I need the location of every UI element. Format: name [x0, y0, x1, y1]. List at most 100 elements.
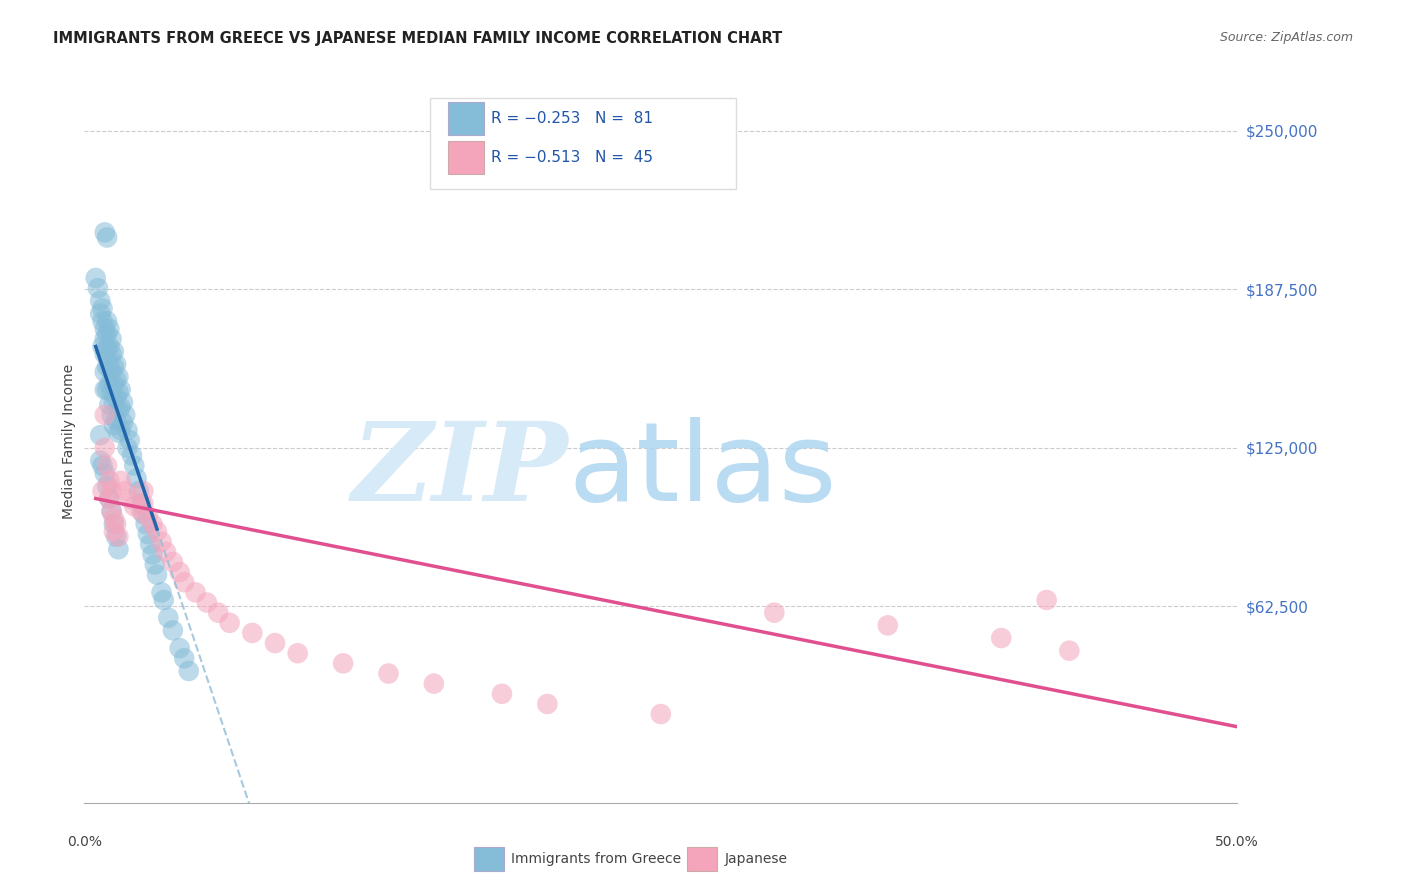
Point [118, 434, 141, 448]
Point [103, 516, 125, 531]
Point [118, 491, 141, 506]
Point [990, 631, 1012, 645]
Point [105, 372, 128, 386]
Point [105, 516, 128, 531]
Point [136, 527, 159, 541]
Text: Immigrants from Greece: Immigrants from Greece [510, 852, 681, 866]
Point [132, 483, 155, 498]
Point [110, 423, 132, 437]
Text: Source: ZipAtlas.com: Source: ZipAtlas.com [1219, 31, 1353, 45]
Point [1035, 593, 1057, 607]
Point [184, 585, 207, 599]
Point [107, 530, 129, 544]
Text: ZIP: ZIP [352, 417, 568, 524]
Point [94, 467, 117, 481]
Point [94, 408, 117, 422]
Point [98, 474, 121, 488]
Point [107, 385, 129, 400]
Point [143, 558, 166, 572]
Point [96, 342, 118, 356]
Point [107, 425, 129, 440]
Point [150, 534, 173, 549]
Point [876, 618, 898, 632]
Point [96, 383, 118, 397]
Point [103, 344, 125, 359]
Point [89, 428, 111, 442]
Point [110, 401, 132, 415]
Point [114, 483, 136, 498]
Point [100, 504, 122, 518]
Point [111, 395, 134, 409]
Point [110, 383, 132, 397]
Point [195, 595, 218, 609]
Point [98, 491, 121, 506]
Point [98, 339, 121, 353]
Point [100, 347, 122, 361]
Point [117, 441, 139, 455]
Point [94, 383, 117, 397]
Point [103, 512, 125, 526]
Point [107, 370, 129, 384]
Point [89, 453, 111, 467]
Point [110, 474, 132, 488]
Point [94, 441, 117, 455]
Point [96, 479, 118, 493]
Point [146, 567, 169, 582]
Point [94, 347, 117, 361]
Point [100, 385, 122, 400]
Point [84, 271, 107, 285]
Text: R = −0.253   N =  81: R = −0.253 N = 81 [491, 111, 654, 126]
Text: R = −0.513   N =  45: R = −0.513 N = 45 [491, 150, 654, 165]
Point [107, 402, 129, 417]
Point [96, 359, 118, 374]
FancyBboxPatch shape [688, 847, 717, 871]
Point [96, 314, 118, 328]
Point [98, 491, 121, 506]
Point [94, 365, 117, 379]
FancyBboxPatch shape [447, 141, 485, 174]
Point [105, 530, 128, 544]
Point [87, 281, 110, 295]
Point [100, 365, 122, 379]
Point [98, 377, 121, 392]
Point [377, 666, 399, 681]
Point [155, 545, 177, 559]
Text: 50.0%: 50.0% [1215, 835, 1260, 849]
Point [132, 497, 155, 511]
Point [423, 676, 446, 690]
Point [536, 697, 558, 711]
Point [89, 306, 111, 320]
Point [100, 408, 122, 422]
Point [132, 507, 155, 521]
Point [491, 687, 513, 701]
Point [162, 624, 184, 638]
Point [173, 651, 195, 665]
Point [173, 575, 195, 590]
Point [135, 516, 157, 531]
Point [125, 471, 148, 485]
Point [98, 322, 121, 336]
Point [264, 636, 287, 650]
Point [177, 664, 200, 678]
Point [103, 377, 125, 392]
Point [100, 332, 122, 346]
Point [111, 416, 134, 430]
Point [763, 606, 786, 620]
Text: IMMIGRANTS FROM GREECE VS JAPANESE MEDIAN FAMILY INCOME CORRELATION CHART: IMMIGRANTS FROM GREECE VS JAPANESE MEDIA… [53, 31, 783, 46]
Point [218, 615, 240, 630]
Point [121, 449, 143, 463]
Point [100, 483, 122, 498]
Point [128, 483, 150, 498]
Point [96, 326, 118, 341]
Point [287, 646, 309, 660]
Point [105, 390, 128, 404]
Point [91, 339, 114, 353]
Point [169, 565, 191, 579]
Point [103, 524, 125, 539]
Text: Japanese: Japanese [724, 852, 787, 866]
Point [96, 230, 118, 244]
Point [91, 483, 114, 498]
Point [107, 542, 129, 557]
Point [91, 458, 114, 473]
Y-axis label: Median Family Income: Median Family Income [62, 364, 76, 519]
